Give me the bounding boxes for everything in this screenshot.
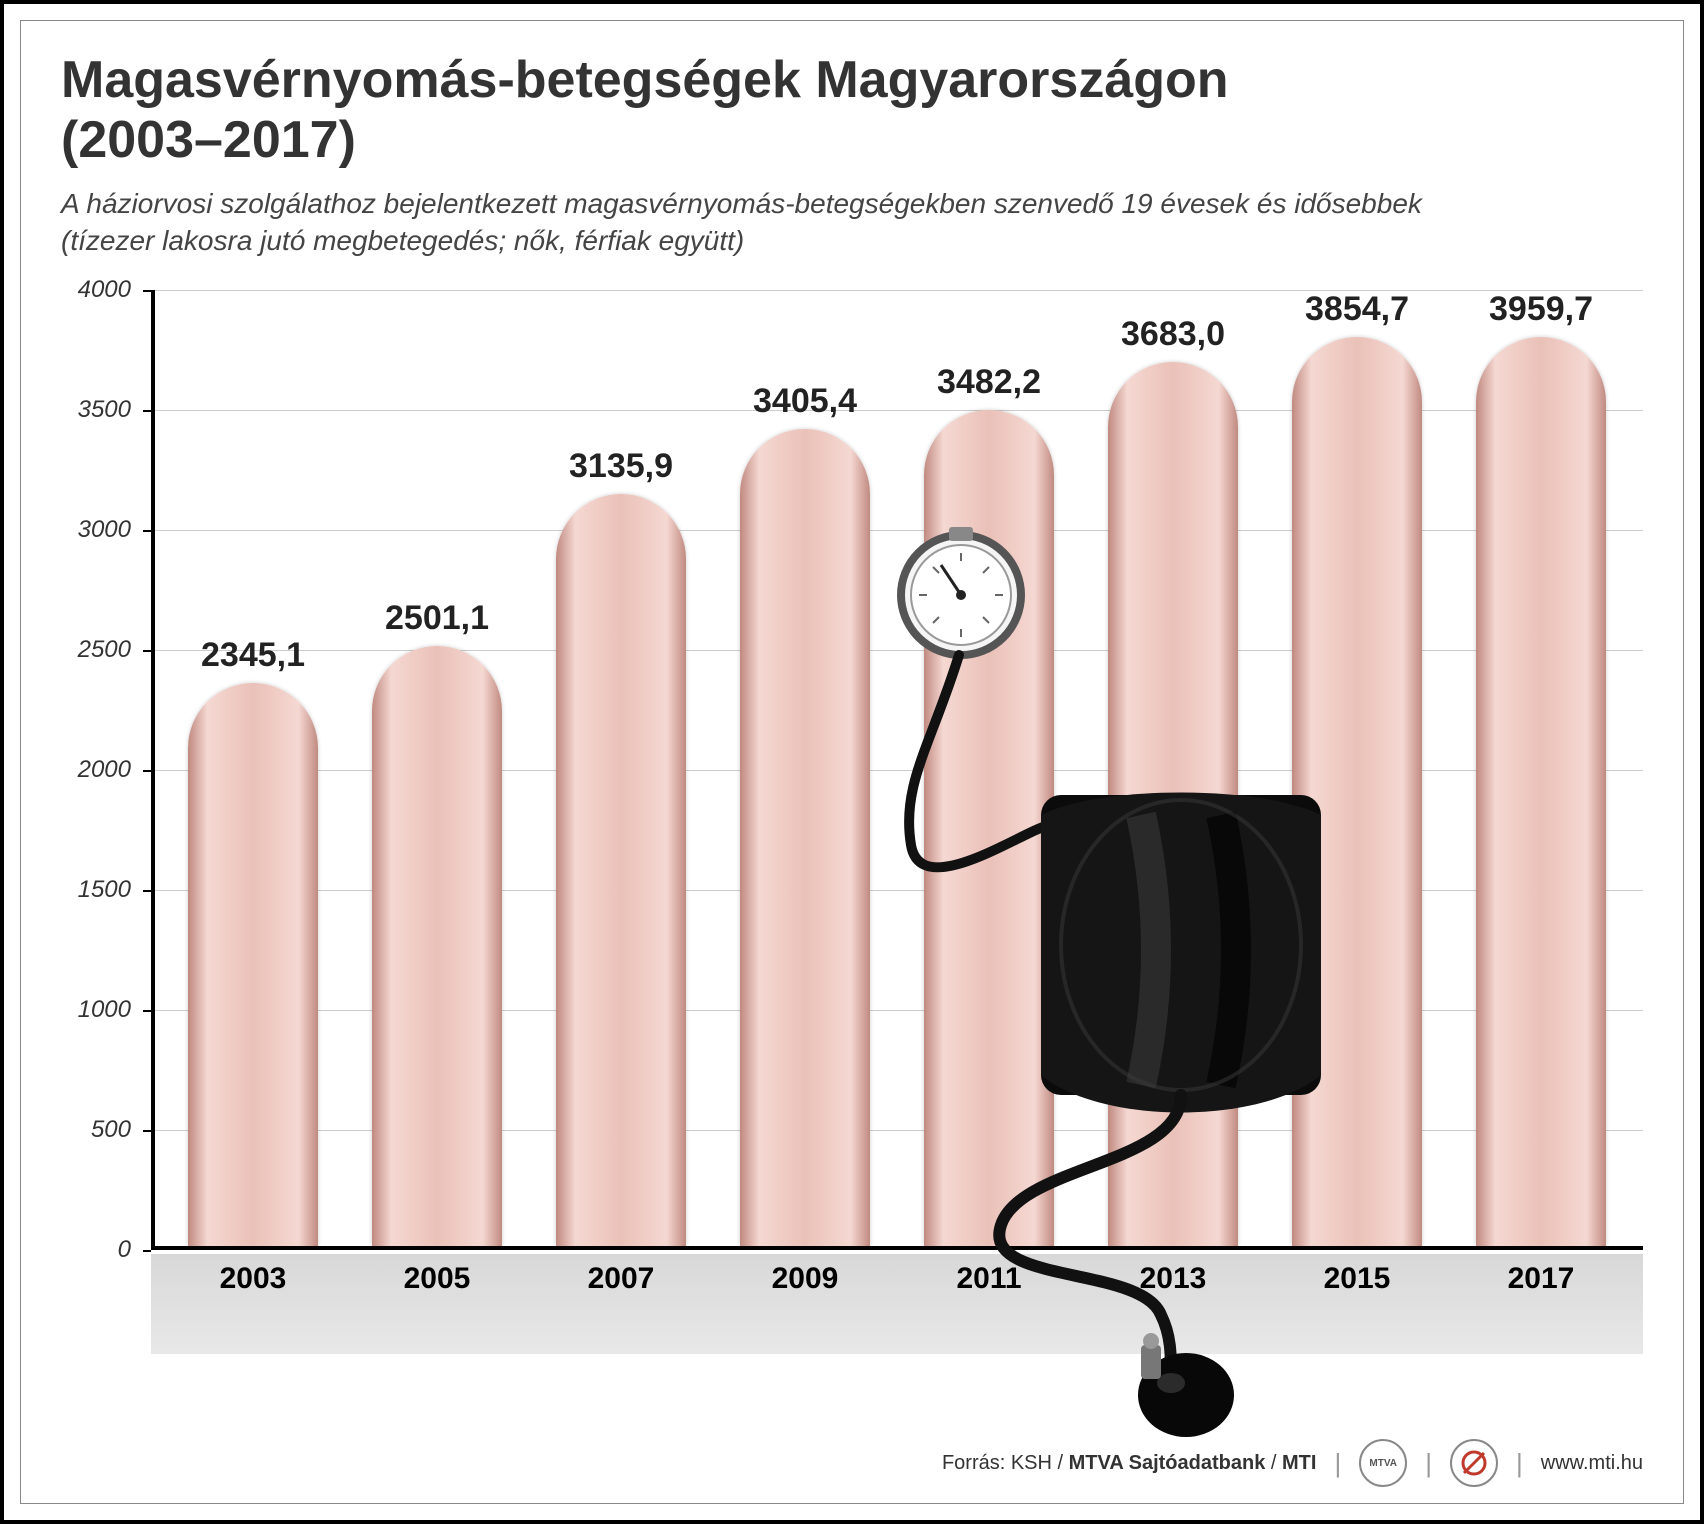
x-tick-label: 2005	[345, 1262, 529, 1296]
bar	[372, 646, 502, 1246]
bar-value-label: 3405,4	[753, 382, 857, 421]
bar	[556, 494, 686, 1247]
footer-separator: |	[1334, 1448, 1341, 1479]
bar-value-label: 2501,1	[385, 599, 489, 638]
chart-title: Magasvérnyomás-betegségek Magyarországon…	[61, 51, 1643, 171]
x-tick-label: 2009	[713, 1262, 897, 1296]
y-tick-label: 2500	[78, 636, 131, 664]
bar	[188, 683, 318, 1246]
bar	[1476, 337, 1606, 1246]
bar-slot: 3135,9	[529, 290, 713, 1246]
x-tick-label: 2017	[1449, 1262, 1633, 1296]
x-tick-label: 2015	[1265, 1262, 1449, 1296]
y-tick-label: 3500	[78, 396, 131, 424]
y-tick-label: 500	[91, 1116, 131, 1144]
bar-value-label: 3959,7	[1489, 290, 1593, 329]
bar-value-label: 3135,9	[569, 447, 673, 486]
chart-area: 05001000150020002500300035004000 2345,12…	[61, 290, 1643, 1370]
y-tick-label: 1500	[78, 876, 131, 904]
source-sep-2: /	[1265, 1452, 1282, 1474]
footer-separator: |	[1425, 1448, 1432, 1479]
bar-value-label: 3854,7	[1305, 290, 1409, 329]
x-tick-label: 2007	[529, 1262, 713, 1296]
chart-subtitle: A háziorvosi szolgálathoz bejelentkezett…	[61, 185, 1643, 261]
title-line-2: (2003–2017)	[61, 111, 356, 169]
y-tick-mark	[143, 290, 151, 292]
source-ksh: KSH	[1011, 1452, 1052, 1474]
x-tick-label: 2011	[897, 1262, 1081, 1296]
bar	[1292, 337, 1422, 1246]
y-tick-label: 2000	[78, 756, 131, 784]
outer-frame: Magasvérnyomás-betegségek Magyarországon…	[0, 0, 1704, 1524]
bar-value-label: 3683,0	[1121, 315, 1225, 354]
source-prefix: Forrás:	[942, 1452, 1011, 1474]
bar-slot: 3405,4	[713, 290, 897, 1246]
bar-slot: 2345,1	[161, 290, 345, 1246]
bars-container: 2345,1 2501,1 3135,9 3405,4 3482,2 3683,0 3854…	[151, 290, 1643, 1246]
subtitle-line-1: A háziorvosi szolgálathoz bejelentkezett…	[61, 188, 1422, 219]
y-tick-mark	[143, 1010, 151, 1012]
plot-region: 2345,1 2501,1 3135,9 3405,4 3482,2 3683,0 3854…	[151, 290, 1643, 1250]
y-tick-label: 1000	[78, 996, 131, 1024]
footer-separator: |	[1516, 1448, 1523, 1479]
bar-slot: 3959,7	[1449, 290, 1633, 1246]
footer: Forrás: KSH / MTVA Sajtóadatbank / MTI |…	[61, 1439, 1643, 1487]
bar	[924, 410, 1054, 1246]
inner-frame: Magasvérnyomás-betegségek Magyarországon…	[20, 20, 1684, 1504]
mtva-logo-icon: MTVA	[1359, 1439, 1407, 1487]
y-tick-mark	[143, 1130, 151, 1132]
bar	[1108, 362, 1238, 1246]
bar-slot: 3683,0	[1081, 290, 1265, 1246]
x-tick-label: 2013	[1081, 1262, 1265, 1296]
y-tick-label: 3000	[78, 516, 131, 544]
x-tick-label: 2003	[161, 1262, 345, 1296]
bar-slot: 3854,7	[1265, 290, 1449, 1246]
y-tick-mark	[143, 1250, 151, 1252]
y-tick-mark	[143, 530, 151, 532]
bar-slot: 3482,2	[897, 290, 1081, 1246]
source-mtva: MTVA Sajtóadatbank	[1069, 1452, 1266, 1474]
y-tick-mark	[143, 410, 151, 412]
y-axis: 05001000150020002500300035004000	[61, 290, 141, 1250]
bar	[740, 429, 870, 1246]
bar-slot: 2501,1	[345, 290, 529, 1246]
y-tick-mark	[143, 650, 151, 652]
source-text: Forrás: KSH / MTVA Sajtóadatbank / MTI	[942, 1452, 1317, 1475]
title-line-1: Magasvérnyomás-betegségek Magyarországon	[61, 51, 1229, 109]
subtitle-line-2: (tízezer lakosra jutó megbetegedés; nők,…	[61, 225, 744, 256]
y-tick-mark	[143, 770, 151, 772]
y-tick-label: 4000	[78, 276, 131, 304]
bar-value-label: 2345,1	[201, 636, 305, 675]
y-tick-label: 0	[118, 1236, 131, 1264]
mti-logo-icon	[1450, 1439, 1498, 1487]
source-sep-1: /	[1052, 1452, 1069, 1474]
footer-url: www.mti.hu	[1541, 1452, 1643, 1475]
y-tick-mark	[143, 890, 151, 892]
x-axis-band: 20032005200720092011201320152017	[151, 1254, 1643, 1354]
source-mti: MTI	[1282, 1452, 1316, 1474]
bar-value-label: 3482,2	[937, 363, 1041, 402]
